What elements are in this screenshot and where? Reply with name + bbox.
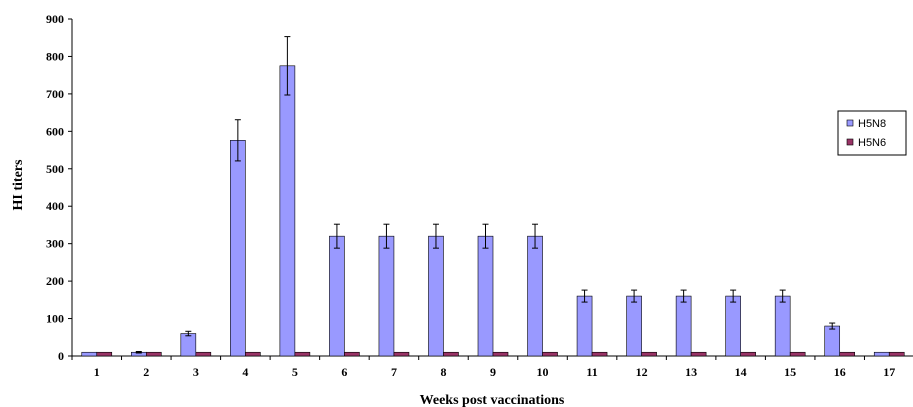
bar-h5n8-week-12 <box>626 295 642 357</box>
x-tick-label: 8 <box>440 365 446 379</box>
bar-h5n8-week-17 <box>873 351 890 357</box>
y-tick-label: 0 <box>58 349 64 363</box>
bar-h5n8-week-10 <box>527 235 543 357</box>
legend-box <box>837 110 907 156</box>
y-tick-label: 100 <box>46 312 64 326</box>
bar-h5n6-week-12 <box>641 351 657 357</box>
x-tick-label: 3 <box>193 365 199 379</box>
legend-swatch-h5n6 <box>846 138 854 146</box>
bar-h5n8-week-16 <box>824 325 841 357</box>
bar-h5n6-week-6 <box>344 351 360 357</box>
bar-h5n6-week-7 <box>393 351 410 357</box>
bar-h5n8-week-8 <box>428 235 444 357</box>
bar-h5n8-week-4 <box>230 140 246 357</box>
y-tick-label: 700 <box>46 87 64 101</box>
bar-h5n6-week-17 <box>888 351 905 357</box>
bar-h5n6-week-3 <box>195 351 212 357</box>
x-tick-label: 7 <box>391 365 397 379</box>
x-tick-label: 5 <box>292 365 298 379</box>
x-tick-label: 15 <box>784 365 796 379</box>
bar-h5n6-week-13 <box>690 351 707 357</box>
bar-h5n6-week-11 <box>591 351 608 357</box>
bar-h5n6-week-9 <box>492 351 509 357</box>
bar-h5n6-week-4 <box>245 351 261 357</box>
bar-h5n8-week-3 <box>180 333 197 357</box>
bar-h5n6-week-15 <box>789 351 806 357</box>
y-tick-label: 900 <box>46 12 64 26</box>
legend-label-h5n6: H5N6 <box>858 137 886 149</box>
bar-h5n8-week-15 <box>774 295 791 357</box>
x-axis-label: Weeks post vaccinations <box>420 393 565 407</box>
bar-h5n6-week-5 <box>294 351 311 357</box>
bar-h5n8-week-5 <box>279 65 296 357</box>
x-tick-label: 16 <box>834 365 846 379</box>
x-tick-label: 4 <box>242 365 248 379</box>
y-tick-label: 500 <box>46 162 64 176</box>
y-tick-label: 200 <box>46 274 64 288</box>
x-tick-label: 1 <box>94 365 100 379</box>
x-tick-label: 14 <box>735 365 747 379</box>
bar-h5n8-week-6 <box>329 235 345 357</box>
legend-swatch-h5n8 <box>846 119 854 127</box>
bar-h5n6-week-1 <box>96 351 113 357</box>
bar-h5n8-week-13 <box>675 295 692 357</box>
bar-h5n6-week-14 <box>740 351 756 357</box>
x-tick-label: 2 <box>143 365 149 379</box>
x-tick-label: 10 <box>537 365 549 379</box>
y-tick-label: 800 <box>46 49 64 63</box>
x-tick-label: 9 <box>490 365 496 379</box>
bar-h5n6-week-10 <box>542 351 558 357</box>
x-tick-label: 17 <box>883 365 895 379</box>
bar-h5n6-week-16 <box>839 351 856 357</box>
y-tick-label: 600 <box>46 124 64 138</box>
y-tick-label: 300 <box>46 237 64 251</box>
y-axis-label: HI titers <box>11 159 26 210</box>
bar-h5n8-week-14 <box>725 295 741 357</box>
legend-label-h5n8: H5N8 <box>858 118 886 130</box>
bar-h5n8-week-7 <box>378 235 395 357</box>
x-tick-label: 12 <box>636 365 648 379</box>
x-tick-label: 6 <box>341 365 347 379</box>
y-tick-label: 400 <box>46 199 64 213</box>
x-tick-label: 13 <box>685 365 697 379</box>
legend: H5N8 H5N6 <box>837 110 907 156</box>
x-tick-label: 11 <box>586 365 597 379</box>
bar-h5n8-week-1 <box>81 351 98 357</box>
bar-h5n8-week-9 <box>477 235 494 357</box>
bar-h5n6-week-8 <box>443 351 459 357</box>
bar-h5n8-week-11 <box>576 295 593 357</box>
bar-h5n6-week-2 <box>145 351 162 357</box>
